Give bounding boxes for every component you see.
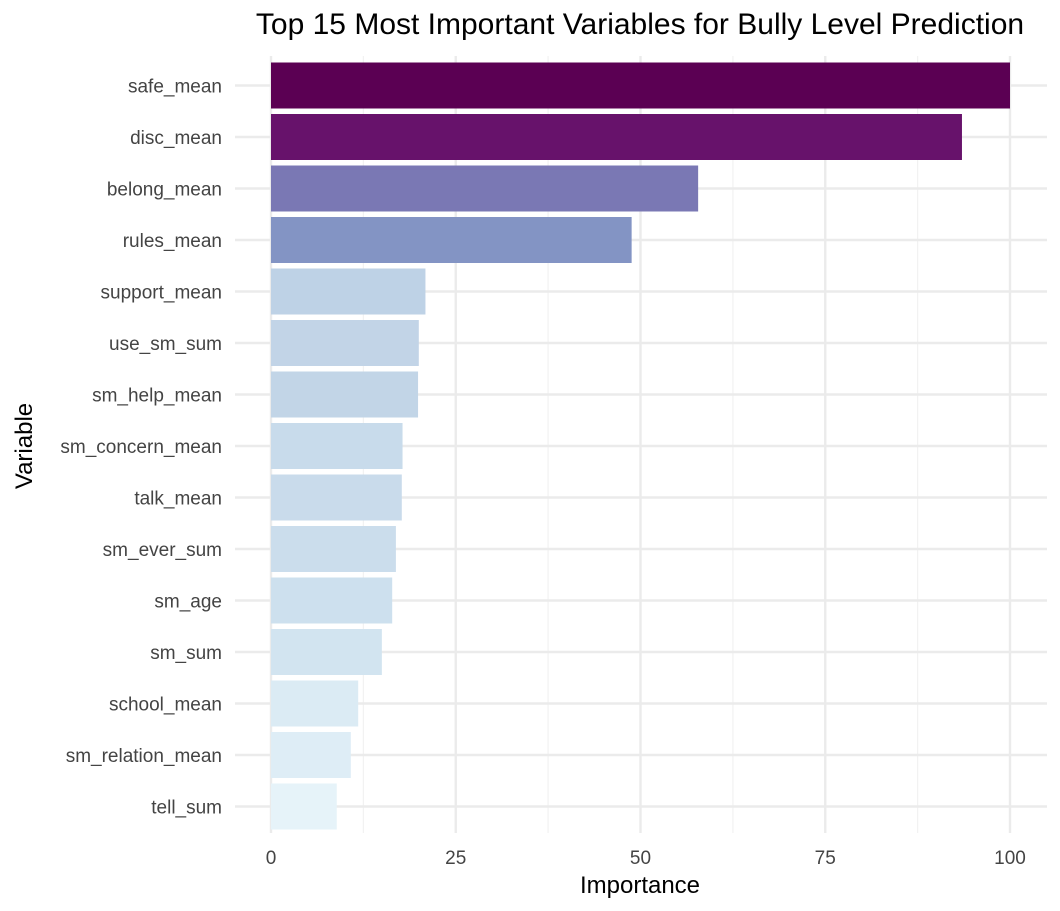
bar-school-mean — [271, 680, 359, 727]
bar-use-sm-sum — [271, 320, 419, 366]
x-tick-label: 75 — [815, 848, 836, 869]
y-tick-label: sm_concern_mean — [60, 437, 222, 458]
bars — [271, 62, 1010, 830]
y-tick-label: school_mean — [109, 695, 222, 716]
y-tick-label: sm_relation_mean — [66, 746, 222, 767]
bar-sm-sum — [271, 629, 382, 675]
bar-disc-mean — [271, 114, 962, 160]
bar-sm-age — [271, 577, 393, 624]
bar-sm-concern-mean — [271, 423, 403, 469]
x-tick-label: 0 — [266, 848, 277, 869]
y-tick-label: sm_ever_sum — [103, 540, 222, 561]
bar-rules-mean — [271, 217, 632, 263]
y-axis-title: Variable — [11, 403, 38, 489]
y-tick-label: rules_mean — [123, 231, 222, 252]
bar-sm-relation-mean — [271, 732, 351, 778]
y-tick-label: talk_mean — [134, 489, 222, 510]
y-tick-label: use_sm_sum — [109, 334, 222, 355]
x-tick-labels: 0 25 50 75 100 — [266, 848, 1026, 869]
x-tick-label: 25 — [445, 848, 466, 869]
bar-talk-mean — [271, 474, 402, 521]
bar-belong-mean — [271, 165, 699, 212]
x-tick-label: 100 — [994, 848, 1026, 869]
y-tick-label: sm_age — [154, 592, 222, 613]
y-tick-label: belong_mean — [107, 180, 222, 201]
y-tick-label: tell_sum — [151, 798, 222, 819]
y-tick-labels: safe_mean disc_mean belong_mean rules_means… — [60, 77, 222, 819]
x-tick-label: 50 — [630, 848, 651, 869]
chart-title: Top 15 Most Important Variables for Bull… — [256, 8, 1024, 41]
bar-sm-ever-sum — [271, 526, 396, 572]
y-tick-label: support_mean — [101, 283, 222, 304]
bar-tell-sum — [271, 783, 337, 830]
y-tick-label: safe_mean — [128, 77, 222, 98]
y-tick-label: disc_mean — [130, 128, 222, 149]
bar-safe-mean — [271, 62, 1010, 109]
y-tick-label: sm_sum — [150, 643, 222, 664]
bar-support-mean — [271, 268, 426, 315]
bar-sm-help-mean — [271, 371, 419, 418]
x-axis-title: Importance — [580, 872, 700, 899]
y-tick-label: sm_help_mean — [92, 386, 222, 407]
